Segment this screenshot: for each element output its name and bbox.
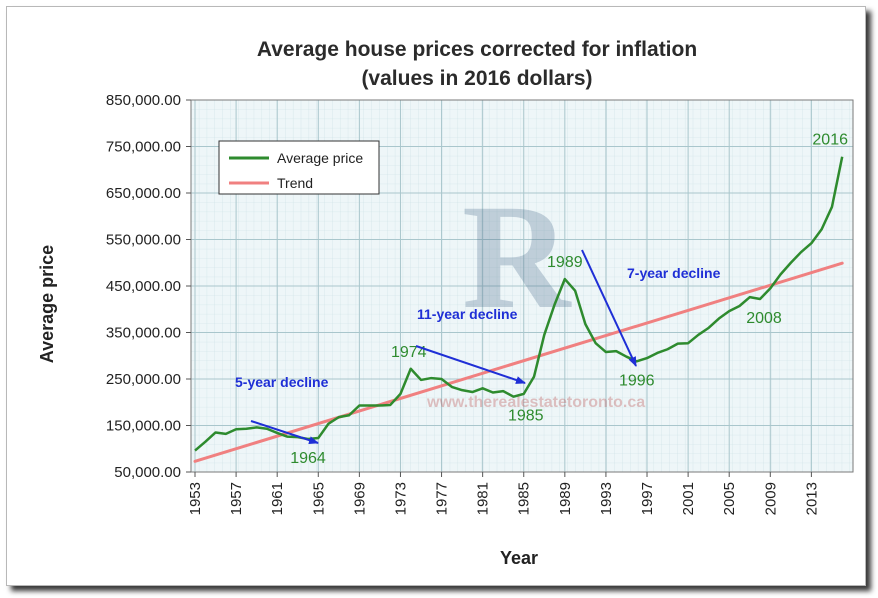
y-tick-label: 350,000.00 (106, 325, 181, 342)
x-tick-label: 1965 (310, 482, 327, 515)
x-tick-label: 1953 (187, 482, 204, 515)
x-tick-label: 1985 (516, 482, 533, 515)
y-tick-label: 850,000.00 (106, 92, 181, 109)
year-annotations: 1964 1974 1985 1989 1996 2008 2016 (290, 132, 848, 467)
x-tick-label: 1961 (269, 482, 286, 515)
decline-arrow-11-year (415, 345, 526, 384)
decline-label-7-year: 7-year decline (627, 265, 721, 281)
year-annotation-label: 2016 (812, 132, 848, 149)
x-tick-label: 2005 (721, 482, 738, 515)
year-annotation-label: 1964 (290, 450, 326, 467)
y-tick-label: 550,000.00 (106, 232, 181, 249)
x-tick-label: 1993 (598, 482, 615, 515)
y-tick-label: 50,000.00 (114, 464, 181, 481)
legend-label-trend: Trend (277, 175, 313, 191)
x-tick-label: 2013 (803, 482, 820, 515)
decline-arrow-7-year (581, 249, 637, 367)
decline-label-5-year: 5-year decline (235, 374, 329, 390)
x-tick-label: 1957 (228, 482, 245, 515)
x-tick-label: 1997 (639, 482, 656, 515)
line-chart: Average house prices corrected for infla… (37, 38, 854, 568)
legend-box (218, 140, 380, 195)
year-annotation-label: 1974 (391, 344, 427, 361)
decline-annotations: 5-year decline 11-year decline 7-year de… (235, 249, 721, 444)
x-tick-label: 1989 (557, 482, 574, 515)
series-line-trend (193, 261, 844, 463)
watermark-site-text: www.therealestatetoronto.ca (426, 394, 645, 411)
x-axis: 1953 1957 1961 1965 1969 1973 1977 1981 1985 1989… (187, 472, 820, 515)
x-tick-label: 2001 (680, 482, 697, 515)
year-annotation-label: 2008 (746, 310, 782, 327)
decline-label-11-year: 11-year decline (417, 306, 518, 322)
y-tick-label: 250,000.00 (106, 371, 181, 388)
year-annotation-label: 1989 (547, 254, 583, 271)
x-tick-label: 2009 (762, 482, 779, 515)
x-axis-title: Year (500, 548, 538, 568)
y-axis: 850,000.00 750,000.00 650,000.00 550,000.00… (106, 92, 191, 481)
y-tick-label: 650,000.00 (106, 185, 181, 202)
x-tick-label: 1977 (434, 482, 451, 515)
chart-frame: Average house prices corrected for infla… (6, 6, 866, 586)
year-annotation-label: 1985 (508, 408, 544, 425)
legend: Average price Trend (218, 140, 380, 195)
chart-subtitle: (values in 2016 dollars) (361, 67, 592, 90)
legend-label-average-price: Average price (277, 150, 363, 166)
y-tick-label: 750,000.00 (106, 139, 181, 156)
x-tick-label: 1969 (351, 482, 368, 515)
year-annotation-label: 1996 (619, 372, 655, 389)
x-tick-label: 1981 (475, 482, 492, 515)
chart-title: Average house prices corrected for infla… (257, 38, 697, 61)
watermark: R www.therealestatetoronto.ca (426, 174, 645, 411)
watermark-logo: R (462, 174, 572, 340)
decline-arrow-5-year (250, 420, 319, 444)
x-tick-label: 1973 (392, 482, 409, 515)
y-tick-label: 450,000.00 (106, 278, 181, 295)
y-tick-label: 150,000.00 (106, 418, 181, 435)
y-axis-title: Average price (37, 245, 57, 363)
